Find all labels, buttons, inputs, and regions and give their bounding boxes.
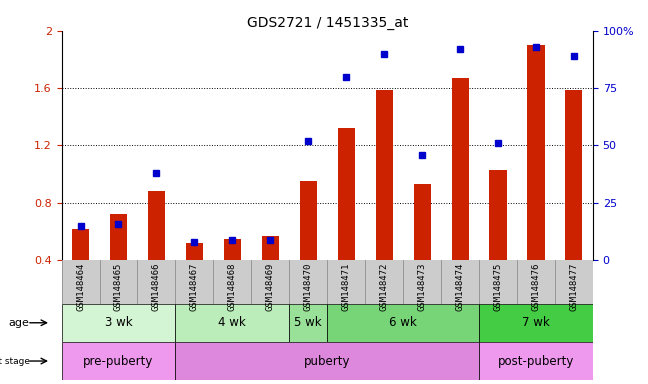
Bar (289, 304, 327, 342)
Bar (300, 181, 317, 260)
Text: 4 wk: 4 wk (218, 316, 246, 329)
Bar (148, 191, 165, 260)
Text: GSM148466: GSM148466 (152, 262, 161, 311)
Bar (479, 304, 593, 342)
Text: GSM148467: GSM148467 (190, 262, 199, 311)
Text: GSM148465: GSM148465 (114, 262, 123, 311)
Text: GSM148469: GSM148469 (266, 262, 275, 311)
Text: 6 wk: 6 wk (389, 316, 417, 329)
Bar (62, 304, 176, 342)
Text: GSM148477: GSM148477 (570, 262, 579, 311)
Bar (413, 184, 431, 260)
Bar (376, 89, 393, 260)
Bar (327, 304, 479, 342)
Text: GSM148473: GSM148473 (417, 262, 426, 311)
Bar (186, 243, 203, 260)
Bar (62, 342, 176, 380)
Bar (527, 45, 544, 260)
Bar (338, 128, 354, 260)
Text: pre-puberty: pre-puberty (84, 354, 154, 367)
Text: puberty: puberty (304, 354, 351, 367)
Text: GSM148468: GSM148468 (228, 262, 237, 311)
Bar (479, 342, 593, 380)
Text: age: age (9, 318, 30, 328)
Bar (224, 239, 241, 260)
Bar (110, 214, 127, 260)
Text: GSM148474: GSM148474 (456, 262, 465, 311)
Text: GSM148475: GSM148475 (494, 262, 503, 311)
Bar (262, 236, 279, 260)
Text: GSM148464: GSM148464 (76, 262, 85, 311)
Text: 5 wk: 5 wk (294, 316, 322, 329)
Bar (72, 229, 89, 260)
Text: development stage: development stage (0, 356, 30, 366)
Bar (176, 304, 289, 342)
Text: GSM148470: GSM148470 (304, 262, 313, 311)
Bar (566, 89, 583, 260)
Text: GSM148471: GSM148471 (341, 262, 351, 311)
Text: 7 wk: 7 wk (522, 316, 550, 329)
Text: GSM148476: GSM148476 (531, 262, 540, 311)
Bar (489, 170, 507, 260)
Text: GSM148472: GSM148472 (380, 262, 389, 311)
Title: GDS2721 / 1451335_at: GDS2721 / 1451335_at (246, 16, 408, 30)
Bar (452, 78, 469, 260)
Text: 3 wk: 3 wk (105, 316, 132, 329)
Bar (176, 342, 479, 380)
Text: post-puberty: post-puberty (498, 354, 574, 367)
